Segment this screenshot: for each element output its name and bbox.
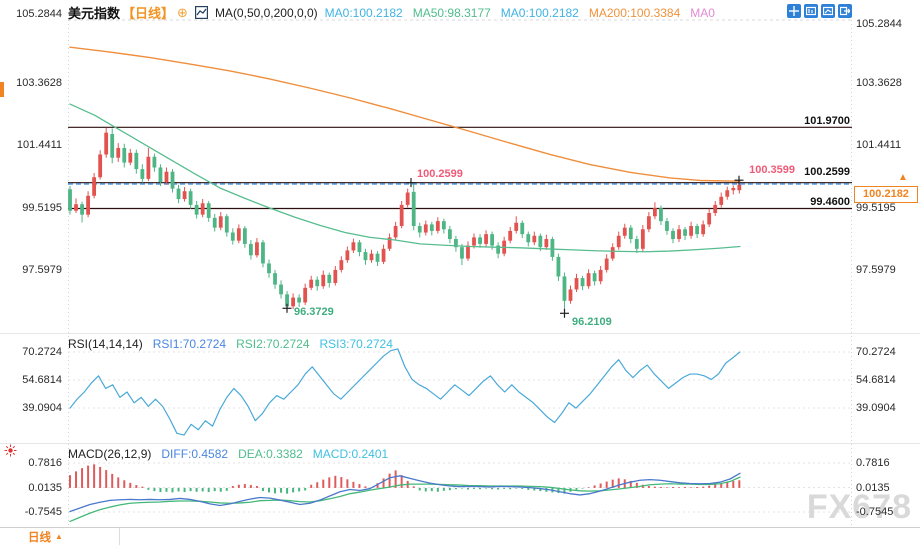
price-up-arrow-icon: ▲ [898,172,908,183]
chart-style-icon[interactable] [821,4,835,18]
macd-header: MACD(26,12,9) DIFF:0.4582 DEA:0.3382 MACD:… [68,447,388,461]
watermark: FX678 [806,488,912,526]
timeframe-selector[interactable]: 日线 ▲ [0,528,120,545]
ma-legend-item: MA200:100.3384 [588,5,681,20]
add-indicator-icon[interactable]: ⊕ [177,4,188,20]
macd-legend-item: MACD:0.2401 [312,447,389,461]
macd-name: MACD(26,12,9) [68,447,152,461]
ma-legend-item: MA50:98.3177 [412,5,491,20]
macd-legend-item: DIFF:0.4582 [161,447,229,461]
rsi-name: RSI(14,14,14) [68,337,143,351]
macd-legend-item: DEA:0.3382 [238,447,303,461]
bottom-bar: 日线 ▲ [0,527,920,545]
ma-legend-item: MA0:100.2182 [500,5,579,20]
rsi-legend: RSI1:70.2724 RSI2:70.2724 RSI3:70.2724 [153,337,393,351]
exit-fullscreen-icon[interactable] [838,4,852,18]
indicator-window-icon[interactable] [804,4,818,18]
left-accent-bar [0,82,4,97]
macd-settings-icon[interactable] [4,444,17,462]
ma-chart-icon [194,6,208,19]
current-price-badge: 100.2182 [854,186,918,203]
toolbar [787,4,852,18]
ma-settings-label[interactable]: MA(0,50,0,200,0,0) [214,5,318,20]
ma-legend-item: MA0:100.2182 [324,5,403,20]
timeframe-arrow-icon: ▲ [55,532,63,541]
macd-legend: DIFF:0.4582 DEA:0.3382 MACD:0.2401 [161,447,388,461]
chart-header: 美元指数 【日线】 ⊕ MA(0,50,0,200,0,0) MA0:100.2… [68,3,715,22]
symbol-title: 美元指数 [68,6,121,21]
timeframe-label: 日线 [28,531,51,544]
rsi-legend-item: RSI1:70.2724 [152,337,227,351]
rsi-legend-item: RSI2:70.2724 [236,337,310,351]
crosshair-icon[interactable] [787,4,801,18]
ma-legend-item: MA0 [690,5,715,20]
rsi-legend-item: RSI3:70.2724 [319,337,393,351]
period-tag: 【日线】 [122,6,175,21]
ma-legend: MA0:100.2182 MA50:98.3177 MA0:100.2182 MA20… [325,6,715,20]
rsi-header: RSI(14,14,14) RSI1:70.2724 RSI2:70.2724 RS… [68,337,393,351]
